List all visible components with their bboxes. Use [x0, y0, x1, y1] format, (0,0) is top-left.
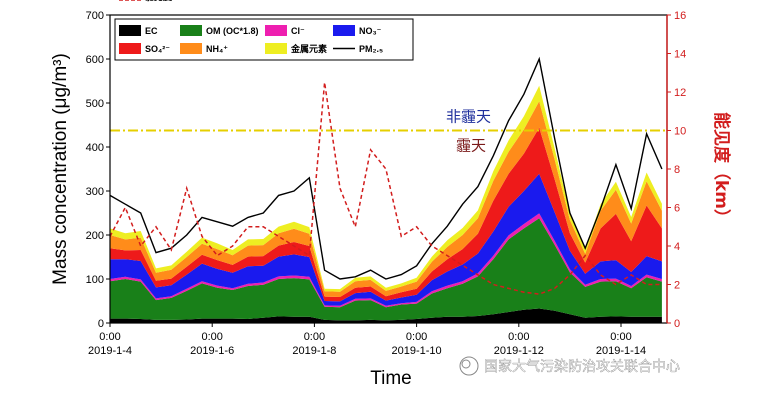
legend-label-visibility: 能见度 [145, 0, 173, 2]
y-tick-label: 700 [86, 10, 104, 22]
area-cl [110, 213, 662, 308]
area-ec [110, 308, 662, 323]
y-tick-label: 500 [86, 98, 104, 110]
y-tick-label: 100 [86, 274, 104, 286]
right-axis-ticks: 0 2 4 6 8 10 12 14 16 [667, 10, 686, 330]
area-nh4 [110, 101, 662, 297]
legend-label-pm25: PM₂.₅ [359, 44, 383, 54]
right-tick-label: 2 [674, 280, 680, 292]
line-pm25 [109, 56, 663, 280]
legend-swatch-no3 [333, 25, 355, 36]
right-tick-label: 0 [674, 318, 680, 330]
legend-label-nh4: NH₄⁺ [206, 44, 228, 54]
area-metal [110, 85, 662, 292]
right-tick-label: 10 [674, 126, 686, 138]
y-tick-label: 400 [86, 142, 104, 154]
x-axis-ticks: 0:00 2019-1-4 0:00 2019-1-6 0:00 2019-1-8 0:00… [88, 323, 646, 357]
line-series [109, 56, 663, 295]
legend: EC OM (OC*1.8) Cl⁻ NO₃⁻ SO₄²⁻ NH₄⁺ 金属元素 PM₂.₅ 能见… [114, 0, 414, 61]
x-tick-time: 0:00 [508, 331, 529, 343]
label-non-haze: 非霾天 [446, 108, 491, 126]
x-tick-date: 2019-1-4 [88, 345, 132, 357]
x-axis-label: Time [370, 368, 412, 389]
area-om [110, 218, 662, 321]
x-tick-date: 2019-1-14 [596, 345, 646, 357]
x-tick-time: 0:00 [304, 331, 325, 343]
legend-label-om: OM (OC*1.8) [206, 26, 259, 36]
area-no3 [110, 173, 662, 306]
legend-label-metal: 金属元素 [290, 43, 327, 54]
right-tick-label: 12 [674, 87, 686, 99]
area-so42 [110, 127, 662, 302]
stacked-areas [110, 85, 662, 323]
x-tick-time: 0:00 [610, 331, 631, 343]
x-tick-date: 2019-1-6 [190, 345, 234, 357]
legend-label-no3: NO₃⁻ [359, 26, 382, 36]
legend-swatch-nh4 [180, 43, 202, 54]
watermark: 国家大气污染防治攻关联合中心 [459, 356, 680, 376]
left-axis-ticks: 0 100 200 300 400 500 600 700 [86, 10, 110, 330]
legend-swatch-cl [265, 25, 287, 36]
legend-swatch-om [180, 25, 202, 36]
right-tick-label: 4 [674, 241, 680, 253]
x-tick-time: 0:00 [201, 331, 222, 343]
right-tick-label: 6 [674, 203, 680, 215]
legend-box [114, 18, 414, 61]
y-tick-label: 300 [86, 186, 104, 198]
label-haze: 霾天 [456, 137, 486, 155]
x-tick-time: 0:00 [406, 331, 427, 343]
x-tick-date: 2019-1-10 [392, 345, 442, 357]
watermark-text: 国家大气污染防治攻关联合中心 [484, 358, 680, 375]
legend-label-ec: EC [145, 26, 158, 36]
x-tick-date: 2019-1-8 [292, 345, 336, 357]
x-tick-date: 2019-1-12 [494, 345, 544, 357]
legend-swatch-metal [265, 43, 287, 54]
y-axis-label: Mass concentration (μg/m³) [50, 53, 71, 285]
y-tick-label: 0 [98, 318, 104, 330]
legend-swatch-so42 [119, 43, 141, 54]
x-tick-time: 0:00 [99, 331, 120, 343]
line-visibility [109, 82, 662, 295]
y-tick-label: 600 [86, 54, 104, 66]
legend-swatch-ec [119, 25, 141, 36]
right-tick-label: 8 [674, 164, 680, 176]
right-tick-label: 14 [674, 49, 686, 61]
legend-label-so42: SO₄²⁻ [145, 44, 170, 54]
y-tick-label: 200 [86, 230, 104, 242]
wechat-icon [459, 356, 479, 376]
wechat-bubble-icon [461, 359, 471, 369]
right-y-axis-label: 能见度（km） [711, 112, 732, 226]
legend-label-cl: Cl⁻ [291, 26, 305, 36]
right-tick-label: 16 [674, 10, 686, 22]
